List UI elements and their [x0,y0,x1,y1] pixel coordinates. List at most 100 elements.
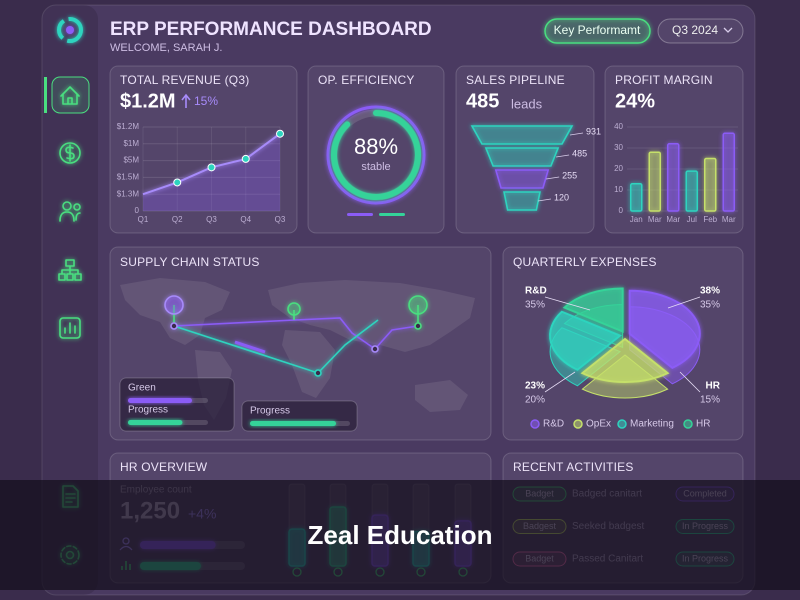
sidebar [42,5,98,595]
kpi-unit: leads [511,96,543,111]
callout-line [544,371,576,393]
logo-ring [57,17,83,43]
people-icon[interactable] [59,211,81,222]
efficiency-card [307,65,445,234]
funnel-stage [484,147,560,167]
y-tick-label: $1.2M [117,122,140,131]
chevron [723,27,733,33]
route [173,317,419,351]
node [314,369,322,377]
x-tick-label: Jan [630,215,643,224]
callout-value: 20% [525,395,545,406]
line-area [143,133,280,211]
gauge-ring [326,105,426,205]
y-tick-label: 0 [619,206,624,215]
card-title: PROFIT MARGIN [615,73,713,87]
node [170,322,178,330]
pin[interactable] [408,295,428,315]
y-tick-label: 10 [614,185,623,194]
callout-label: 38% [700,286,720,297]
line-point [241,154,250,163]
funnel-stage [503,191,541,211]
x-tick-label: Q1 [138,215,149,224]
progress-fill [128,420,183,425]
bar [685,170,698,212]
callout-value: 15% [700,395,720,406]
funnel-label: 255 [562,170,577,180]
funnel-stage [470,125,574,145]
kpi-value: 24% [615,90,655,112]
card-title: HR OVERVIEW [120,460,208,474]
status-box [119,377,235,432]
card-title: RECENT ACTIVITIES [513,460,634,474]
legend-swatch [530,419,540,429]
funnel-label: 931 [586,126,601,136]
x-tick-label: Q3 [206,215,217,224]
period-label: Q3 2024 [672,23,718,37]
nav-active[interactable] [51,76,90,114]
people-icon-head [73,203,81,211]
x-tick-label: Q3 [275,215,286,224]
callout-label: HR [706,381,721,392]
kpi-value: $1.2M [120,90,176,112]
progress-label: Green [128,383,156,394]
y-tick-label: 30 [614,143,623,152]
up-arrow [181,93,191,108]
org-icon[interactable] [58,259,82,281]
legend-label: R&D [543,419,564,430]
pie-slice [580,337,670,383]
kpi-button[interactable] [544,18,651,44]
y-tick-label: 0 [135,206,140,215]
route [234,340,266,354]
card-title: QUARTERLY EXPENSES [513,255,657,269]
period-select[interactable] [657,18,744,44]
y-tick-label: $5M [123,156,139,165]
funnel-label: 485 [572,148,587,158]
gauge-arc [331,110,421,200]
legend-swatch [683,419,693,429]
pin[interactable] [164,295,184,315]
callout-label: R&D [525,286,547,297]
node [371,345,379,353]
page-title: ERP PERFORMANCE DASHBOARD [110,19,432,40]
map-land [282,330,335,398]
route [173,319,379,374]
logo-core [66,26,74,34]
finance-icon[interactable] [59,142,81,164]
finance-icon-sign [65,144,75,162]
x-tick-label: Q4 [240,215,251,224]
callout-line [679,371,701,393]
legend-label: OpEx [586,419,611,430]
x-tick-label: Jul [687,215,697,224]
x-tick-label: Feb [703,215,717,224]
callout-line [667,296,701,309]
kpi-change: 15% [194,94,218,108]
callout-line [544,296,591,311]
progress-fill [128,398,192,403]
welcome-text: WELCOME, SARAH J. [110,42,222,54]
pin[interactable] [287,302,301,316]
gauge-value: 88% [354,134,398,159]
watermark-band [0,480,800,590]
callout-value: 35% [525,300,545,311]
home-icon[interactable] [60,86,80,105]
report-icon-bars [64,322,76,334]
legend-swatch [573,419,583,429]
legend-label: Marketing [630,419,674,430]
y-tick-label: $1M [123,139,139,148]
x-tick-label: Mar [648,215,662,224]
leader-line [556,154,570,158]
bar [667,143,680,212]
logo [57,17,83,43]
progress-label: Progress [128,405,168,416]
report-icon[interactable] [59,317,81,339]
node [414,322,422,330]
legend-label: HR [696,419,710,430]
kpi-value: 485 [466,90,499,112]
card-title: SUPPLY CHAIN STATUS [120,255,260,269]
line-point [276,129,284,138]
y-tick-label: 40 [614,122,623,131]
card-title: TOTAL REVENUE (Q3) [120,73,249,87]
leader-line [569,132,584,136]
